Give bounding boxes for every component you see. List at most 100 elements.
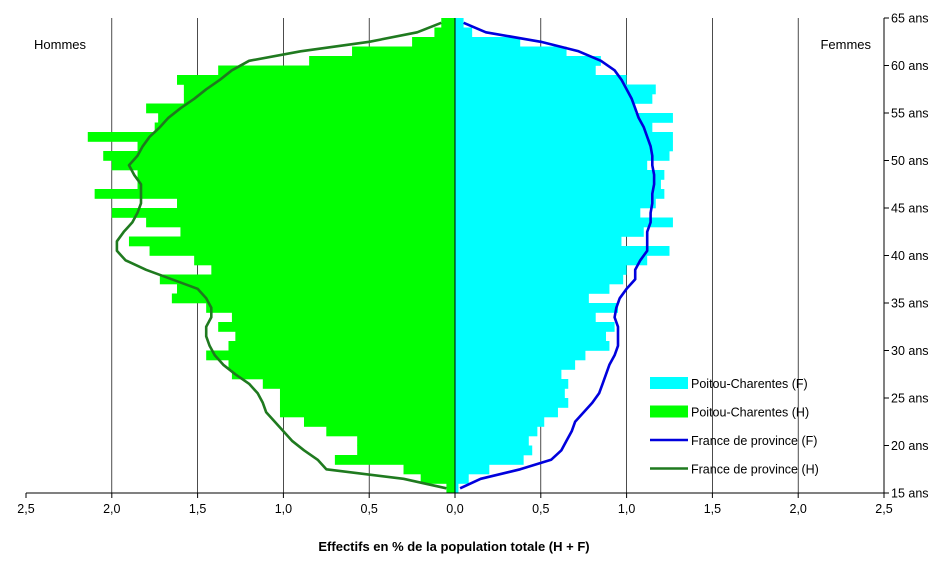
bar-men <box>334 455 455 465</box>
bar-men <box>446 483 455 494</box>
bar-women <box>455 274 624 285</box>
bar-men <box>403 464 455 475</box>
bar-women <box>455 198 656 209</box>
bar-women <box>455 331 607 342</box>
bar-men <box>194 255 455 266</box>
bar-women <box>455 379 569 389</box>
y-tick-label: 40 ans <box>891 249 929 263</box>
x-tick-label: 0,5 <box>532 502 549 516</box>
bar-women <box>455 227 644 237</box>
bar-women <box>455 312 596 323</box>
bar-men <box>87 132 455 142</box>
bar-men <box>137 179 456 190</box>
bar-women <box>455 160 648 171</box>
bar-men <box>94 189 455 199</box>
bar-women <box>455 369 562 380</box>
bar-men <box>279 398 455 408</box>
bar-men <box>159 274 455 285</box>
bar-women <box>455 56 601 66</box>
side-label-left: Hommes <box>34 37 87 52</box>
bar-women <box>455 398 569 408</box>
bar-men <box>211 265 455 275</box>
y-tick-label: 20 ans <box>891 439 929 453</box>
axes <box>25 17 889 498</box>
bar-women <box>455 483 459 494</box>
bar-men <box>326 426 455 437</box>
bar-men <box>420 474 455 484</box>
x-tick-label: 0,5 <box>361 502 378 516</box>
bar-men <box>103 151 455 161</box>
bar-men <box>183 94 455 104</box>
bar-women <box>455 122 653 133</box>
bar-men <box>158 113 455 123</box>
bar-men <box>146 217 455 228</box>
x-tick-label: 2,0 <box>790 502 807 516</box>
bar-men <box>128 236 455 247</box>
legend-label: France de province (H) <box>691 463 819 477</box>
bar-men <box>111 208 456 218</box>
legend-swatch <box>650 377 688 389</box>
bar-women <box>455 94 653 104</box>
bar-men <box>262 379 455 389</box>
bar-women <box>455 303 619 313</box>
bar-women <box>455 75 627 85</box>
bar-women <box>455 474 469 484</box>
bars <box>87 18 673 494</box>
bar-men <box>171 293 456 304</box>
bar-women <box>455 27 473 38</box>
bar-men <box>154 122 455 133</box>
legend: Poitou-Charentes (F) Poitou-Charentes (H)… <box>650 377 819 477</box>
bar-men <box>352 46 455 57</box>
bar-men <box>279 407 455 418</box>
bar-women <box>455 265 627 275</box>
side-label-right: Femmes <box>820 37 871 52</box>
bar-men <box>180 227 455 237</box>
x-tick-label: 2,5 <box>17 502 34 516</box>
bar-women <box>455 46 567 57</box>
bar-women <box>455 388 565 399</box>
bar-men <box>177 75 455 85</box>
bar-men <box>177 198 455 209</box>
bar-men <box>146 103 455 114</box>
bar-women <box>455 464 490 475</box>
bar-men <box>434 27 455 38</box>
line-france-women <box>459 21 656 490</box>
bar-men <box>303 417 455 427</box>
bar-men <box>231 312 455 323</box>
y-tick-label: 60 ans <box>891 59 929 73</box>
y-tick-label: 35 ans <box>891 297 929 311</box>
y-tick-label: 55 ans <box>891 107 929 121</box>
legend-label: France de province (F) <box>691 434 817 448</box>
legend-label: Poitou-Charentes (F) <box>691 377 808 391</box>
legend-swatch <box>650 405 688 418</box>
x-axis-title: Effectifs en % de la population totale (… <box>318 539 589 554</box>
bar-women <box>455 208 641 218</box>
bar-men <box>235 331 455 342</box>
bar-women <box>455 65 596 76</box>
bar-women <box>455 151 670 161</box>
bar-men <box>177 284 455 294</box>
bar-men <box>357 436 455 446</box>
x-tick-label: 1,5 <box>189 502 206 516</box>
y-tick-label: 25 ans <box>891 392 929 406</box>
bar-women <box>455 37 521 47</box>
bar-women <box>455 113 673 123</box>
bar-women <box>455 426 538 437</box>
bar-women <box>455 246 670 256</box>
bar-men <box>218 65 455 76</box>
bar-women <box>455 179 661 190</box>
bar-men <box>228 360 455 370</box>
bar-men <box>309 56 455 66</box>
bar-women <box>455 84 656 95</box>
bar-women <box>455 293 589 304</box>
x-tick-label: 1,0 <box>275 502 292 516</box>
bar-women <box>455 407 558 418</box>
bar-women <box>455 189 665 199</box>
line-france-men <box>115 21 447 490</box>
bar-men <box>441 18 455 28</box>
y-tick-label: 45 ans <box>891 202 929 216</box>
y-tick-label: 50 ans <box>891 154 929 168</box>
x-tick-label: 2,5 <box>875 502 892 516</box>
